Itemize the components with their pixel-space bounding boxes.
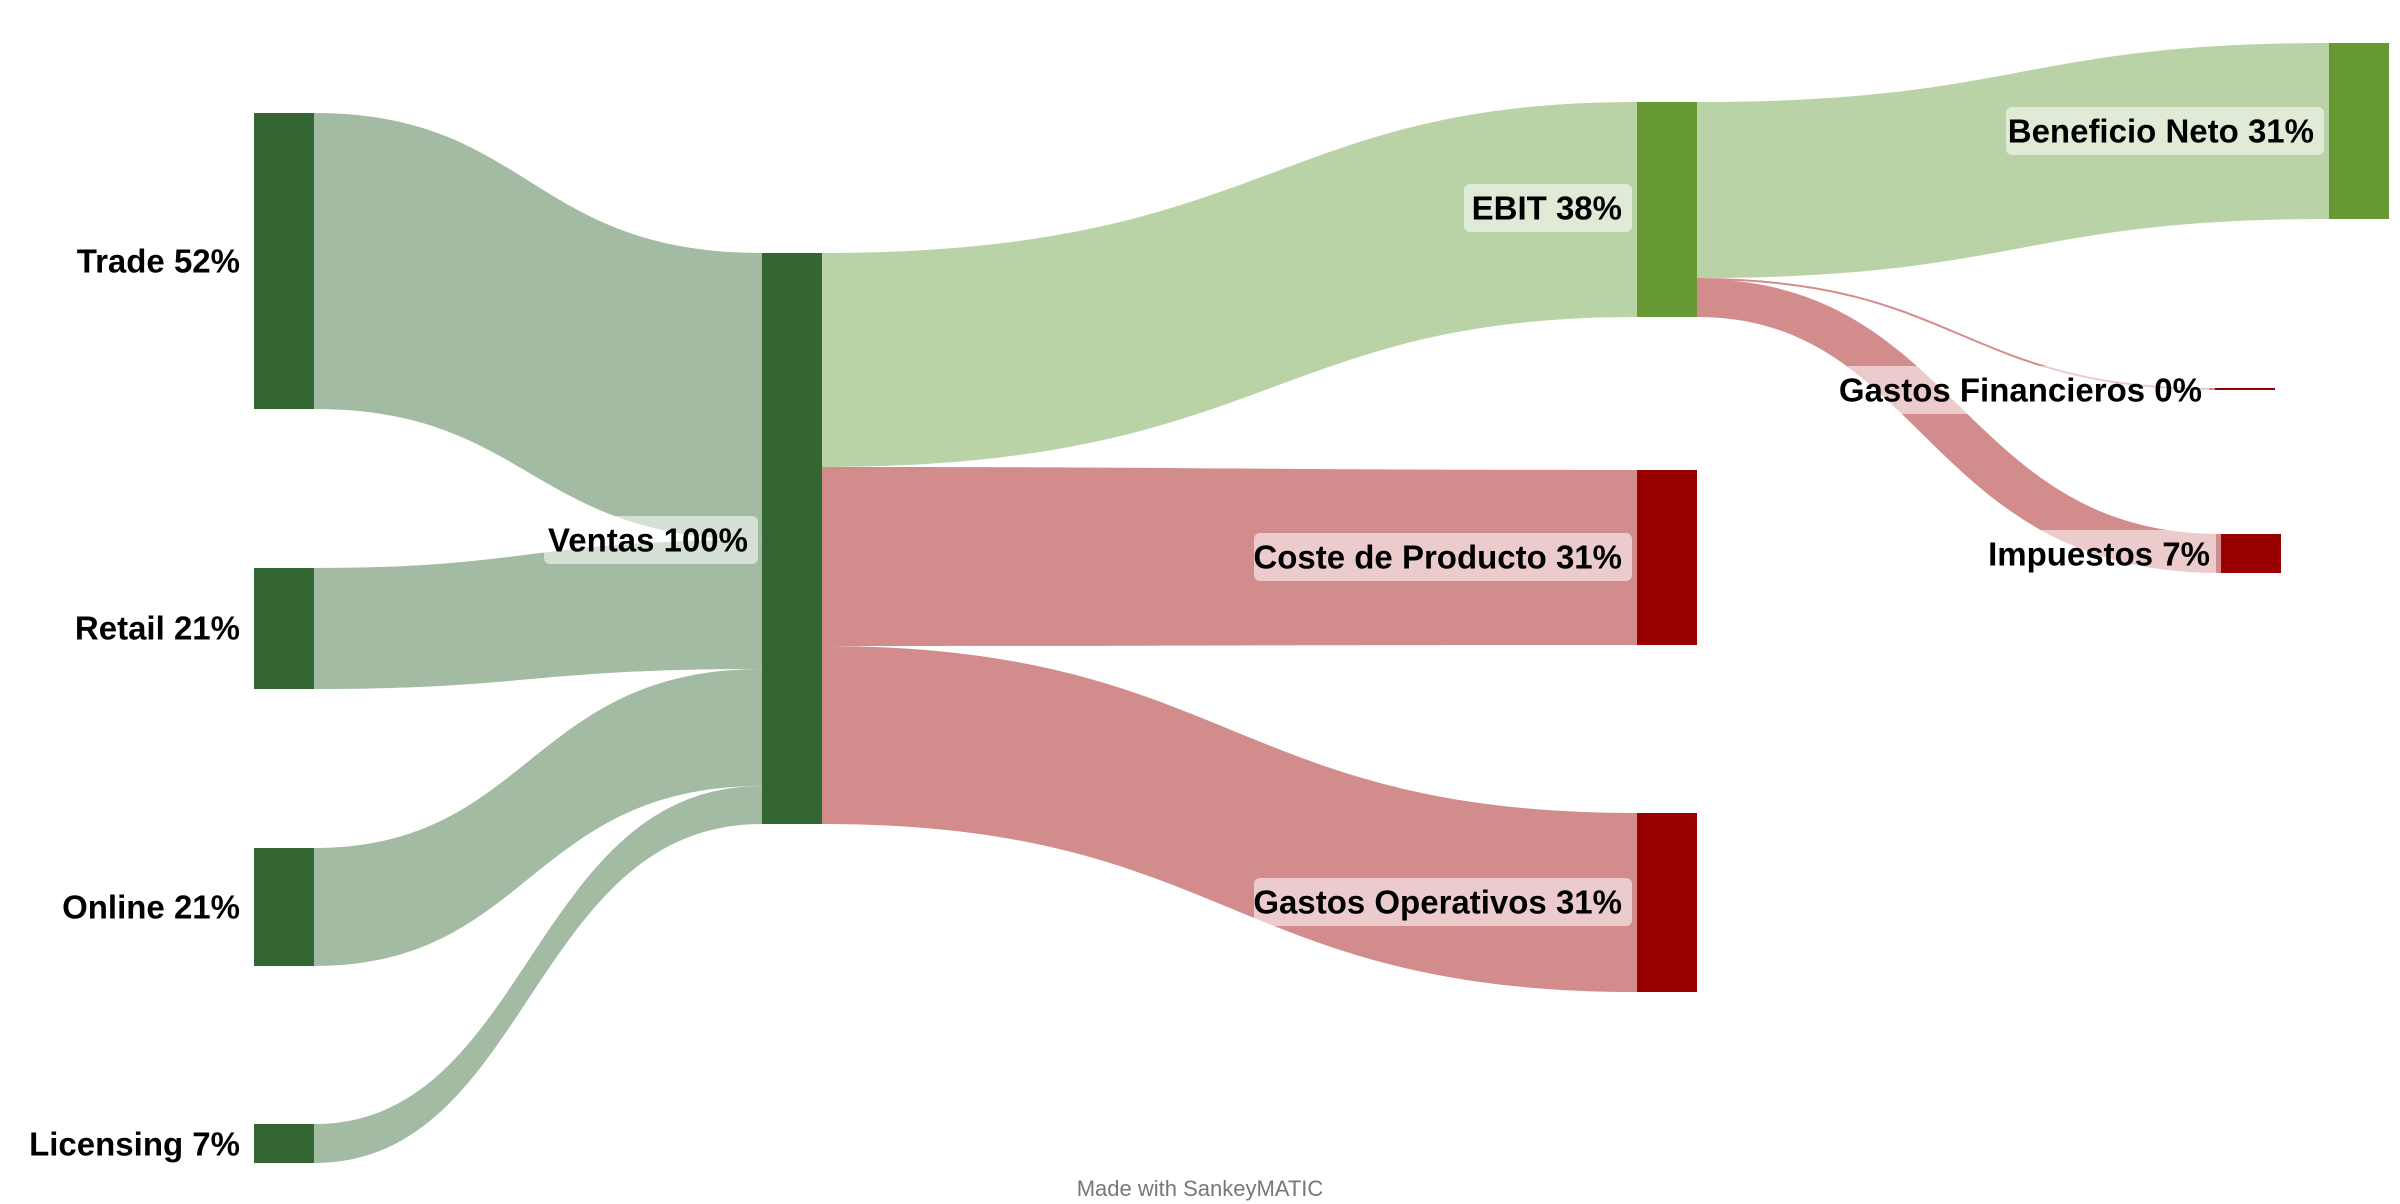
flow-licensing-ventas bbox=[314, 786, 762, 1163]
node-coste bbox=[1637, 470, 1697, 645]
flow-trade-ventas bbox=[314, 113, 762, 540]
flow-online-ventas bbox=[314, 669, 762, 966]
label-bg-beneficio bbox=[2006, 107, 2324, 155]
label-impuestos: Impuestos 7% bbox=[1988, 536, 2210, 573]
label-bg-ventas bbox=[544, 516, 758, 564]
label-bg-impuestos bbox=[1988, 530, 2216, 578]
node-ventas bbox=[762, 253, 822, 824]
label-backgrounds bbox=[544, 107, 2324, 926]
label-gastos-operativos: Gastos Operativos 31% bbox=[1253, 884, 1622, 921]
flows bbox=[314, 43, 2329, 1163]
label-gastos-financieros: Gastos Financieros 0% bbox=[1839, 372, 2202, 409]
flow-ventas-ebit bbox=[822, 102, 1637, 467]
label-online: Online 21% bbox=[62, 889, 240, 926]
label-retail: Retail 21% bbox=[75, 610, 240, 647]
node-online bbox=[254, 848, 314, 966]
flow-ventas-gastos-operativos bbox=[822, 646, 1637, 992]
flow-ventas-coste bbox=[822, 467, 1637, 646]
label-coste: Coste de Producto 31% bbox=[1253, 539, 1622, 576]
node-impuestos bbox=[2221, 534, 2281, 573]
node-licensing bbox=[254, 1124, 314, 1163]
label-bg-coste bbox=[1254, 533, 1632, 581]
node-beneficio bbox=[2329, 43, 2389, 219]
flow-retail-ventas bbox=[314, 540, 762, 689]
label-bg-gastos-financieros bbox=[1843, 366, 2209, 414]
node-gastos-operativos bbox=[1637, 813, 1697, 992]
node-trade bbox=[254, 113, 314, 409]
flow-ebit-beneficio bbox=[1697, 43, 2329, 278]
node-ebit bbox=[1637, 102, 1697, 317]
node-retail bbox=[254, 568, 314, 689]
footer-credit: Made with SankeyMATIC bbox=[1076, 1176, 1324, 1201]
label-licensing: Licensing 7% bbox=[29, 1126, 240, 1163]
node-gastos-financieros bbox=[2215, 388, 2275, 390]
labels: Trade 52% Retail 21% Online 21% Licensin… bbox=[29, 113, 2314, 1163]
nodes bbox=[254, 43, 2389, 1163]
flow-ebit-impuestos bbox=[1697, 279, 2221, 573]
label-bg-gastos-operativos bbox=[1254, 878, 1632, 926]
label-ebit: EBIT 38% bbox=[1472, 190, 1622, 227]
label-trade: Trade 52% bbox=[77, 243, 240, 280]
label-bg-ebit bbox=[1464, 184, 1632, 232]
label-ventas: Ventas 100% bbox=[548, 522, 748, 559]
label-beneficio: Beneficio Neto 31% bbox=[2008, 113, 2314, 150]
